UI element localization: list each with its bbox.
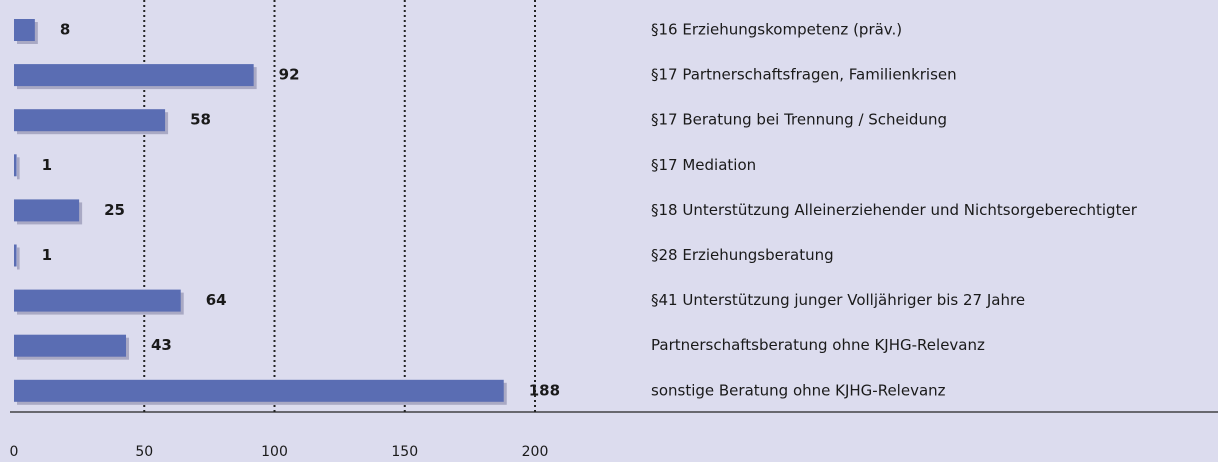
value-label: 8 [60,21,70,39]
x-tick-label: 100 [261,444,288,460]
category-label: Partnerschaftsberatung ohne KJHG-Relevan… [651,336,985,354]
value-label: 188 [529,381,560,399]
bar [14,334,127,357]
bar [14,154,17,177]
x-tick-label: 50 [135,444,153,460]
category-label: §17 Mediation [651,156,756,174]
bar [14,109,166,132]
value-label: 43 [151,336,172,354]
bar [14,244,17,267]
category-label: §17 Beratung bei Trennung / Scheidung [651,111,947,129]
category-label: §16 Erziehungskompetenz (präv.) [651,21,902,39]
bar [14,64,254,87]
x-tick-label: 150 [391,444,418,460]
bar [14,19,35,41]
bar-shadow [17,157,20,180]
value-label: 64 [206,291,227,309]
category-label: §17 Partnerschaftsfragen, Familienkrisen [651,66,957,84]
bar [14,289,181,312]
category-label: §41 Unterstützung junger Volljähriger bi… [651,291,1025,309]
value-label: 92 [279,66,300,84]
category-label: sonstige Beratung ohne KJHG-Relevanz [651,381,946,399]
bar [14,379,504,402]
value-label: 25 [104,201,125,219]
category-label: §18 Unterstützung Alleinerziehender und … [651,201,1138,219]
category-label: §28 Erziehungsberatung [651,246,834,264]
value-label: 58 [190,111,211,129]
value-label: 1 [42,156,52,174]
bar-shadow [17,247,20,270]
x-tick-label: 0 [10,444,19,460]
x-tick-label: 200 [522,444,549,460]
bar [14,199,80,222]
value-label: 1 [42,246,52,264]
